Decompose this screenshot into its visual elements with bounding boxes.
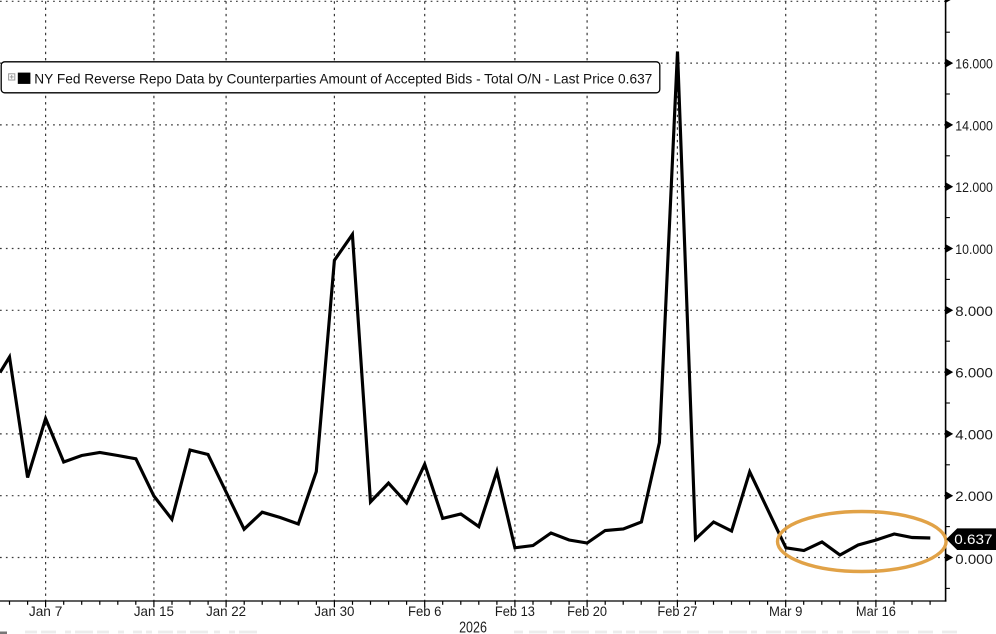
svg-text:Mar 16: Mar 16 (856, 604, 896, 619)
svg-text:0.000: 0.000 (955, 551, 993, 567)
svg-text:6.000: 6.000 (955, 365, 993, 381)
svg-text:16.000: 16.000 (955, 56, 993, 72)
svg-text:0.637: 0.637 (954, 532, 992, 547)
svg-text:Feb 20: Feb 20 (567, 604, 607, 619)
svg-text:Jan 22: Jan 22 (206, 604, 246, 619)
svg-text:Mar 9: Mar 9 (769, 604, 803, 619)
svg-text:Jan 30: Jan 30 (314, 604, 354, 619)
svg-text:2.000: 2.000 (955, 488, 993, 504)
svg-text:14.000: 14.000 (955, 117, 993, 133)
svg-text:Jan 15: Jan 15 (134, 604, 174, 619)
svg-text:NY Fed Reverse Repo Data by Co: NY Fed Reverse Repo Data by Counterparti… (34, 71, 652, 87)
svg-text:Feb 13: Feb 13 (495, 604, 535, 619)
svg-text:12.000: 12.000 (955, 179, 993, 195)
svg-text:2026: 2026 (459, 619, 487, 634)
svg-text:Feb 6: Feb 6 (408, 604, 442, 619)
svg-text:4.000: 4.000 (955, 426, 993, 442)
svg-text:Jan 7: Jan 7 (29, 604, 63, 619)
svg-text:10.000: 10.000 (955, 241, 993, 257)
svg-text:Feb 27: Feb 27 (657, 604, 697, 619)
svg-text:8.000: 8.000 (955, 303, 993, 319)
